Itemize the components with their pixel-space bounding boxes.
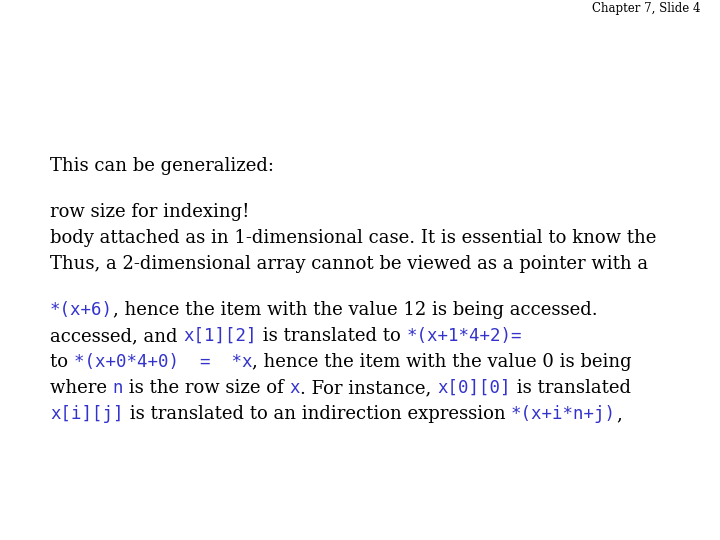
Text: . For instance,: . For instance, — [300, 379, 437, 397]
Text: is the row size of: is the row size of — [123, 379, 289, 397]
Text: x: x — [289, 379, 300, 397]
Text: is translated: is translated — [510, 379, 631, 397]
Text: , hence the item with the value 0 is being: , hence the item with the value 0 is bei… — [252, 353, 632, 371]
Text: This can be generalized:: This can be generalized: — [50, 157, 274, 175]
Text: row size for indexing!: row size for indexing! — [50, 203, 250, 221]
Text: *(x+6): *(x+6) — [50, 301, 113, 319]
Text: x[i][j]: x[i][j] — [50, 405, 124, 423]
Text: x[1][2]: x[1][2] — [184, 327, 257, 345]
Text: x[0][0]: x[0][0] — [437, 379, 510, 397]
Text: accessed, and: accessed, and — [50, 327, 184, 345]
Text: where: where — [50, 379, 113, 397]
Text: , hence the item with the value 12 is being accessed.: , hence the item with the value 12 is be… — [113, 301, 598, 319]
Text: *(x+i*n+j): *(x+i*n+j) — [511, 405, 616, 423]
Text: *(x+1*4+2)=: *(x+1*4+2)= — [406, 327, 522, 345]
Text: is translated to an indirection expression: is translated to an indirection expressi… — [124, 405, 511, 423]
Text: to: to — [50, 353, 73, 371]
Text: ,: , — [616, 405, 621, 423]
Text: *(x+0*4+0)  =  *x: *(x+0*4+0) = *x — [73, 353, 252, 371]
Text: body attached as in 1-dimensional case. It is essential to know the: body attached as in 1-dimensional case. … — [50, 229, 657, 247]
Text: is translated to: is translated to — [257, 327, 406, 345]
Text: Chapter 7, Slide 4: Chapter 7, Slide 4 — [592, 2, 700, 15]
Text: n: n — [113, 379, 123, 397]
Text: Thus, a 2-dimensional array cannot be viewed as a pointer with a: Thus, a 2-dimensional array cannot be vi… — [50, 255, 648, 273]
